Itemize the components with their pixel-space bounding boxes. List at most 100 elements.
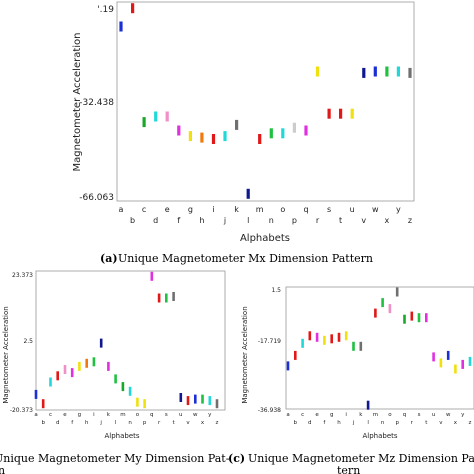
panel-a-marks bbox=[119, 3, 412, 199]
data-point-a bbox=[34, 389, 38, 399]
data-point-k bbox=[107, 361, 110, 371]
data-point-f bbox=[323, 335, 326, 345]
data-point-w bbox=[385, 66, 389, 77]
data-point-h bbox=[85, 358, 88, 368]
xtick-label: s bbox=[165, 412, 168, 418]
xtick-label: g bbox=[330, 412, 334, 418]
xtick-label: f bbox=[323, 420, 326, 426]
panel-b-frame bbox=[35, 270, 226, 411]
panel-a-ylabel: Magnetometer Acceleration bbox=[72, 32, 83, 171]
data-point-d bbox=[308, 331, 312, 341]
panel-b: 23.373 2.5 -20.373 Magnetometer Accelera… bbox=[0, 270, 230, 474]
xtick-label: s bbox=[418, 412, 421, 418]
xtick-label: h bbox=[337, 420, 341, 426]
data-point-y bbox=[208, 396, 212, 406]
data-point-e bbox=[63, 365, 67, 374]
data-point-o bbox=[388, 304, 392, 314]
data-point-t bbox=[425, 313, 428, 323]
xtick-label: t bbox=[425, 420, 428, 426]
xtick-label: x bbox=[454, 420, 458, 426]
data-point-l bbox=[246, 188, 250, 199]
xtick-label: u bbox=[350, 205, 355, 214]
xtick-label: m bbox=[373, 412, 378, 418]
xtick-label: d bbox=[56, 420, 60, 426]
xtick-label: f bbox=[177, 216, 180, 225]
panel-c-ytick-mid: -17.719 bbox=[258, 338, 281, 345]
xtick-label: z bbox=[469, 420, 472, 426]
data-point-z bbox=[468, 356, 472, 366]
data-point-f bbox=[177, 125, 181, 136]
data-point-b bbox=[41, 399, 45, 409]
xtick-label: l bbox=[247, 216, 249, 225]
data-point-y bbox=[461, 359, 464, 369]
data-point-j bbox=[352, 341, 355, 351]
xtick-label: y bbox=[396, 205, 401, 214]
data-point-h bbox=[337, 332, 341, 342]
data-point-d bbox=[56, 371, 59, 381]
xtick-label: t bbox=[173, 420, 176, 426]
xtick-label: m bbox=[256, 205, 264, 214]
data-point-v bbox=[439, 358, 443, 368]
xtick-label: r bbox=[158, 420, 161, 426]
xtick-label: n bbox=[128, 420, 132, 426]
xtick-label: q bbox=[403, 412, 407, 418]
xtick-label: c bbox=[301, 412, 304, 418]
data-point-s bbox=[165, 293, 168, 303]
data-point-p bbox=[292, 122, 296, 133]
panel-c-caption-prefix: (c) bbox=[228, 452, 245, 465]
data-point-f bbox=[70, 368, 74, 378]
panel-b-caption: Unique Magnetometer My Dimension Pat- bbox=[0, 452, 230, 465]
panel-a-xlabel: Alphabets bbox=[240, 233, 290, 244]
xtick-label: r bbox=[411, 420, 414, 426]
data-point-k bbox=[359, 341, 363, 351]
xtick-label: z bbox=[216, 420, 219, 426]
panel-b-marks bbox=[34, 271, 219, 409]
xtick-label: z bbox=[408, 216, 412, 225]
xtick-label: t bbox=[339, 216, 342, 225]
data-point-y bbox=[396, 66, 400, 77]
data-point-a bbox=[286, 361, 290, 371]
data-point-c bbox=[49, 377, 52, 387]
xtick-label: v bbox=[186, 420, 190, 426]
data-point-b bbox=[294, 350, 297, 360]
data-point-s bbox=[327, 108, 331, 119]
xtick-label: e bbox=[63, 412, 67, 418]
data-point-e bbox=[165, 111, 169, 122]
panel-a: '.19 -32.438 -66.063 Magnetometer Accele… bbox=[72, 1, 415, 265]
panel-a-ytick-top: '.19 bbox=[97, 5, 114, 15]
xtick-label: o bbox=[280, 205, 285, 214]
xtick-label: n bbox=[381, 420, 385, 426]
data-point-i bbox=[344, 331, 348, 341]
xtick-label: c bbox=[142, 205, 146, 214]
data-point-o bbox=[136, 397, 139, 407]
xtick-label: b bbox=[130, 216, 135, 225]
data-point-m bbox=[121, 382, 125, 392]
panel-b-ytick-mid: 2.5 bbox=[23, 338, 33, 345]
panel-c-caption: Unique Magnetometer Mz Dimension Pat- bbox=[248, 452, 474, 465]
data-point-w bbox=[194, 394, 197, 404]
data-point-u bbox=[432, 352, 435, 362]
data-point-l bbox=[114, 374, 117, 384]
xtick-label: k bbox=[107, 412, 111, 418]
data-point-h bbox=[200, 132, 204, 143]
xtick-label: o bbox=[136, 412, 140, 418]
xtick-label: v bbox=[439, 420, 443, 426]
panel-b-caption-line2: n bbox=[0, 464, 5, 474]
data-point-p bbox=[395, 287, 399, 297]
xtick-label: q bbox=[303, 205, 308, 214]
panel-c-ylabel: Magnetometer Acceleration bbox=[241, 306, 249, 403]
xtick-label: i bbox=[212, 205, 214, 214]
xtick-label: p bbox=[395, 420, 399, 426]
data-point-v bbox=[186, 396, 190, 406]
panel-a-ytick-mid: -32.438 bbox=[79, 98, 114, 108]
data-point-s bbox=[417, 313, 421, 323]
xtick-label: l bbox=[367, 420, 369, 426]
xtick-label: j bbox=[99, 420, 102, 426]
data-point-a bbox=[119, 21, 123, 32]
data-point-g bbox=[78, 361, 81, 371]
